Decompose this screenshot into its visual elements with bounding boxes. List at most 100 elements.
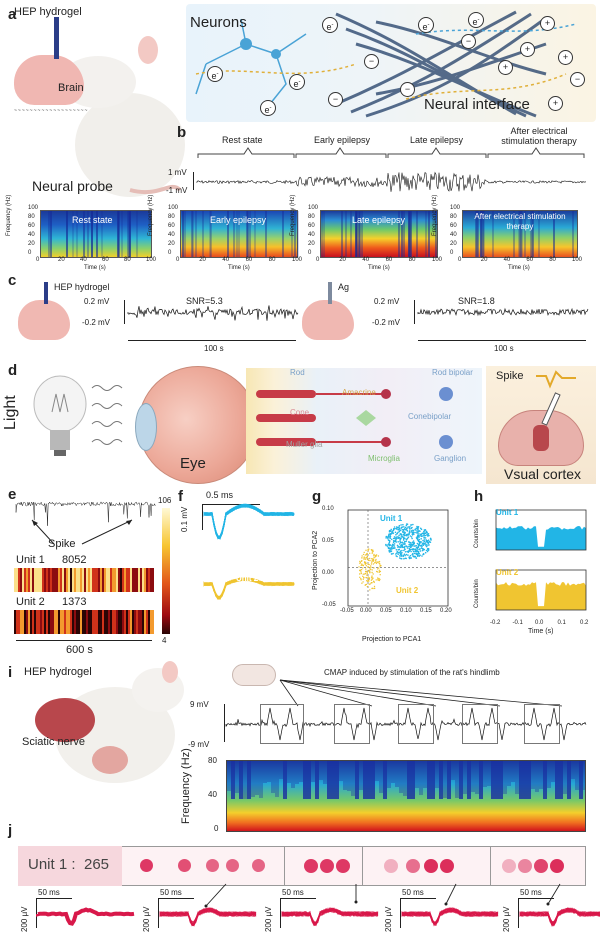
retina-layers (246, 368, 482, 474)
neural-probe-label: Neural probe (32, 178, 113, 194)
panel-d-label: d (8, 362, 18, 379)
c-right-snr: SNR=1.8 (458, 296, 495, 306)
spike-arrows (31, 519, 133, 545)
panel-i-label: i (8, 664, 13, 681)
raster-dot (140, 859, 153, 872)
c-hep-label: HEP hydrogel (54, 282, 110, 292)
ag-trace (417, 307, 589, 317)
hand-stimulation-graphic (232, 664, 276, 686)
j-waveform (281, 906, 379, 927)
spectrogram-late (320, 210, 438, 258)
lightbulb-icon (33, 375, 87, 456)
cmap-event-box (334, 704, 370, 744)
raster-dot (550, 859, 564, 873)
neurons-label: Neurons (190, 14, 247, 31)
cmap-title: CMAP induced by stimulation of the rat's… (324, 668, 500, 677)
cmap-event-box (260, 704, 304, 744)
unit2-waveforms (203, 576, 295, 601)
cmap-event-box (462, 704, 498, 744)
panel-f-label: f (178, 488, 183, 505)
j-time-scale: 50 ms (520, 888, 542, 897)
j-time-scale: 50 ms (282, 888, 304, 897)
j-waveform (519, 907, 600, 927)
spectrogram-rest (40, 210, 152, 258)
j-unit-label: Unit 1 : (28, 856, 76, 873)
unit-label-box (18, 846, 122, 886)
unit2-count: 1373 (62, 596, 87, 608)
j-time-scale: 50 ms (402, 888, 424, 897)
cmap-spectrogram (226, 760, 586, 832)
spike-raw-trace (15, 501, 156, 526)
hep-hydrogel-label: HEP hydrogel (14, 6, 82, 18)
j-amp-scale: 200 μV (502, 906, 511, 932)
unit1-autocorrelogram (495, 509, 587, 551)
cmap-arrows (279, 679, 563, 707)
eye-illustration (135, 366, 258, 484)
probe-needle (54, 17, 59, 59)
raster-divider (284, 846, 285, 886)
heatmap-colorbar (162, 508, 170, 634)
g-unit2-label: Unit 2 (396, 586, 419, 595)
brain-label: Brain (58, 82, 84, 94)
cmap-event-box (524, 704, 560, 744)
unit1-heatmap (14, 568, 154, 592)
state-label-after: After electrical stimulation therapy (501, 126, 577, 146)
j-amp-scale: 200 μV (384, 906, 393, 932)
g-unit1-label: Unit 1 (380, 514, 403, 523)
hep-trace (127, 305, 299, 321)
panel-c-label: c (8, 272, 17, 289)
unit2-autocorrelogram (495, 569, 587, 611)
unit1-waveforms (203, 503, 295, 540)
unit1-count: 8052 (62, 554, 87, 566)
raster-dot (226, 859, 239, 872)
panel-h-label: h (474, 488, 484, 505)
neural-interface-illustration (186, 4, 596, 122)
panel-g-label: g (312, 488, 322, 505)
cmap-trace (225, 707, 587, 741)
panel-b-label: b (177, 124, 187, 141)
state-label-late: Late epilepsy (410, 135, 464, 145)
cmap-event-box (398, 704, 434, 744)
sciatic-nerve-label: Sciatic nerve (22, 736, 85, 748)
j-waveform (401, 907, 499, 927)
brain-probe-graphic (14, 55, 84, 105)
rat-illustration-i (35, 661, 184, 783)
j-unit-count: 265 (84, 856, 110, 873)
j-amp-scale: 200 μV (264, 906, 273, 932)
raster-dot (424, 859, 438, 873)
pca-scatter (347, 509, 449, 607)
b-scale-bottom: -1 mV (166, 186, 188, 195)
raster-dot (502, 859, 516, 873)
epilepsy-trace (195, 171, 587, 192)
raster-dot (336, 859, 350, 873)
c-left-snr: SNR=5.3 (186, 296, 223, 306)
raster-divider (362, 846, 363, 886)
unit2-label: Unit 2 (16, 596, 45, 608)
neural-interface-label: Neural interface (424, 96, 530, 113)
panel-a-label: a (8, 6, 17, 23)
raster-dot (320, 859, 334, 873)
j-time-scale: 50 ms (160, 888, 182, 897)
brain-hep-graphic (18, 300, 70, 340)
brain-ag-graphic (302, 300, 354, 340)
c-ag-label: Ag (338, 282, 350, 292)
light-waves (91, 385, 123, 445)
j-amp-scale: 200 μV (20, 906, 29, 932)
i-hep-label: HEP hydrogel (24, 666, 92, 678)
j-waveform (159, 907, 257, 927)
panel-e-label: e (8, 486, 17, 503)
unit1-label: Unit 1 (16, 554, 45, 566)
raster-dot (252, 859, 265, 872)
raster-dot (206, 859, 219, 872)
b-scale-top: 1 mV (168, 168, 187, 177)
spectrogram-after (462, 210, 578, 258)
state-label-early: Early epilepsy (314, 135, 371, 145)
raster-divider (490, 846, 491, 886)
raster-dot (304, 859, 318, 873)
state-label-rest: Rest state (222, 135, 263, 145)
d-spike-label: Spike (496, 370, 524, 382)
raster-dot (406, 859, 420, 873)
raster-dot (178, 859, 191, 872)
raster-dot (440, 859, 454, 873)
e-spike-label: Spike (48, 538, 76, 550)
